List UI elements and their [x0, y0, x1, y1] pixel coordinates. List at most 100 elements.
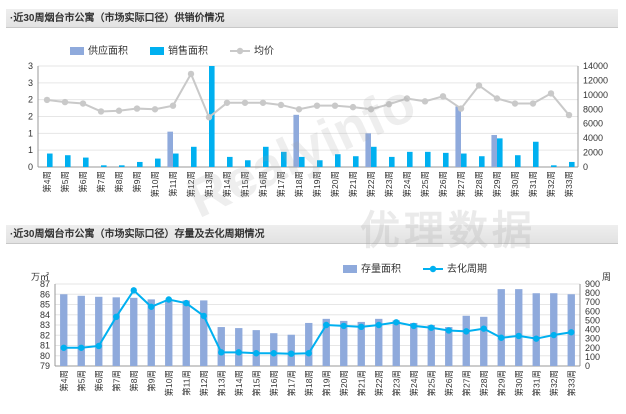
right-tick-label: 0	[585, 361, 590, 371]
left-tick-label: 82	[40, 330, 50, 340]
legend-label: 均价	[254, 45, 274, 57]
bar-存量面积	[427, 325, 435, 366]
bar-销售面积	[119, 165, 125, 167]
bar-存量面积	[410, 322, 418, 366]
x-tick-label: 第16周	[258, 171, 268, 197]
point-均价	[475, 82, 483, 89]
x-tick-label: 第24周	[402, 171, 412, 197]
bar-存量面积	[270, 333, 278, 366]
bar-存量面积	[445, 327, 453, 366]
right-tick-label: 400	[585, 325, 600, 335]
legend-label: 供应面积	[88, 44, 128, 57]
point-均价	[349, 103, 357, 111]
bar-销售面积	[191, 146, 197, 167]
point-均价	[97, 108, 105, 115]
line-均价	[46, 71, 570, 119]
right-tick-label: 8000	[583, 104, 603, 114]
point-均价	[367, 106, 375, 113]
point-均价	[151, 106, 159, 113]
point-均价	[187, 70, 195, 78]
point-去化周期	[515, 332, 522, 340]
bar-销售面积	[227, 156, 233, 167]
point-去化周期	[498, 334, 505, 341]
x-tick-label: 第10周	[150, 171, 160, 197]
point-去化周期	[235, 349, 242, 356]
point-去化周期	[60, 344, 67, 351]
x-tick-label: 第16周	[269, 370, 279, 396]
chart1-title-bar: ·近30周烟台市公寓（市场实际口径）供销价情况	[6, 9, 618, 28]
point-均价	[223, 99, 231, 106]
point-均价	[241, 99, 249, 106]
right-tick-label: 600	[585, 306, 600, 316]
x-tick-label: 第30周	[514, 370, 524, 396]
bar-销售面积	[533, 141, 539, 167]
bar-销售面积	[353, 156, 359, 167]
bar-销售面积	[515, 155, 521, 167]
x-tick-label: 第29周	[496, 370, 506, 396]
x-tick-label: 第33周	[566, 370, 576, 396]
bar-存量面积	[130, 297, 138, 366]
point-均价	[43, 96, 51, 104]
left-tick-label: 80	[40, 351, 50, 361]
bar-存量面积	[532, 293, 540, 366]
point-均价	[61, 98, 69, 106]
bar-存量面积	[462, 315, 470, 366]
bar-销售面积	[65, 155, 71, 167]
x-tick-label: 第23周	[391, 370, 401, 396]
right-tick-label: 10000	[583, 90, 608, 100]
bar-存量面积	[95, 296, 103, 366]
bar-销售面积	[155, 158, 161, 167]
point-均价	[295, 106, 303, 113]
x-tick-label: 第32周	[546, 171, 556, 197]
x-tick-label: 第26周	[444, 370, 454, 396]
x-tick-label: 第19周	[312, 171, 322, 197]
point-去化周期	[410, 322, 417, 330]
point-均价	[313, 102, 321, 109]
bar-销售面积	[443, 152, 449, 167]
bar-存量面积	[497, 289, 505, 366]
chart2-title-bar: ·近30周烟台市公寓（市场实际口径）存量及去化周期情况	[6, 225, 618, 244]
x-tick-label: 第29周	[492, 171, 502, 197]
bar-供应面积	[167, 131, 173, 167]
left-tick-label: 86	[40, 289, 50, 299]
point-去化周期	[463, 328, 470, 335]
x-tick-label: 第7周	[111, 370, 121, 392]
point-去化周期	[375, 321, 382, 329]
point-去化周期	[550, 331, 557, 339]
left-tick-label: 81	[40, 341, 50, 351]
point-去化周期	[270, 350, 277, 357]
point-去化周期	[113, 313, 120, 320]
right-axis-unit: 周	[602, 272, 611, 282]
line-去化周期	[63, 288, 572, 355]
bar-存量面积	[287, 334, 295, 366]
point-去化周期	[78, 344, 85, 351]
x-tick-label: 第6周	[94, 370, 104, 392]
x-tick-label: 第22周	[366, 171, 376, 197]
bar-存量面积	[305, 322, 313, 366]
point-均价	[133, 105, 141, 112]
point-均价	[511, 100, 519, 107]
point-去化周期	[533, 335, 540, 342]
x-tick-label: 第13周	[216, 370, 226, 396]
legend-swatch	[150, 47, 164, 55]
x-tick-label: 第21周	[348, 171, 358, 197]
bar-销售面积	[389, 156, 395, 167]
point-去化周期	[305, 350, 312, 357]
x-tick-label: 第14周	[222, 171, 232, 197]
x-tick-label: 第14周	[234, 370, 244, 396]
x-tick-label: 第12周	[186, 171, 196, 197]
bar-销售面积	[317, 160, 323, 167]
point-去化周期	[95, 342, 102, 350]
x-tick-label: 第23周	[384, 171, 394, 197]
point-去化周期	[253, 350, 260, 357]
x-tick-label: 第7周	[96, 171, 106, 193]
x-tick-label: 第20周	[339, 370, 349, 396]
legend-swatch	[343, 265, 357, 273]
right-tick-label: 800	[585, 288, 600, 298]
x-tick-label: 第33周	[564, 171, 574, 197]
bar-销售面积	[173, 153, 179, 167]
right-tick-label: 2000	[583, 148, 603, 158]
bar-销售面积	[335, 154, 341, 167]
x-tick-label: 第28周	[474, 171, 484, 197]
